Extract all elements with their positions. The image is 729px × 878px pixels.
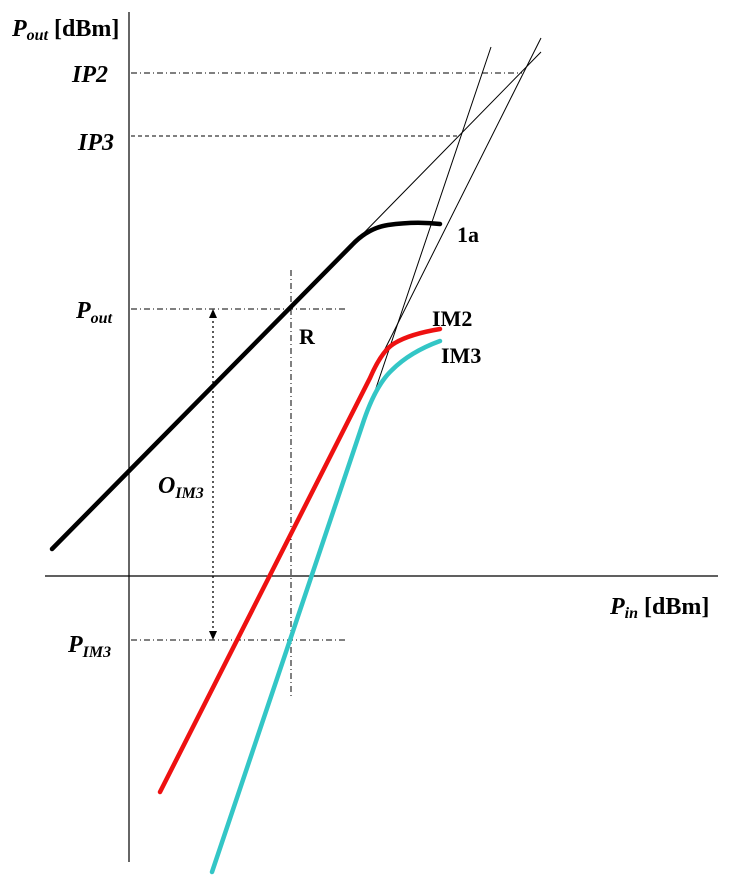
oim3-label-main: O (158, 473, 175, 499)
oim3-label: OIM3 (158, 473, 204, 502)
im2-curve (157, 326, 443, 795)
im2-asymptote (381, 37, 542, 356)
fundamental-curve (49, 220, 443, 552)
x-axis-title-sub: in (625, 605, 638, 622)
y-axis-title: Pout [dBm] (11, 16, 119, 44)
fundamental-label: 1a (457, 222, 479, 247)
fundamental-asymptote (351, 51, 542, 246)
oim3-arrow-head-top (209, 309, 217, 318)
pim3-label-sub: IM3 (82, 644, 111, 661)
oim3-arrow-head-bottom (209, 631, 217, 640)
x-axis-title-unit: [dBm] (638, 594, 709, 620)
ip2-label: IP2 (71, 62, 108, 88)
oim3-label-sub: IM3 (174, 485, 203, 502)
r-point-label: R (299, 324, 316, 349)
pout-label-main: P (75, 298, 91, 324)
y-axis-title-main: P (11, 16, 27, 42)
x-axis-title-main: P (609, 594, 625, 620)
pout-label-sub: out (91, 310, 113, 327)
y-axis-title-sub: out (27, 27, 49, 44)
ip3-label: IP3 (77, 130, 114, 156)
pout-label: Pout (75, 298, 113, 327)
y-axis-title-unit: [dBm] (48, 16, 119, 42)
x-axis-title: Pin [dBm] (609, 594, 709, 622)
im3-curve (209, 338, 443, 875)
im2-label: IM2 (432, 306, 472, 331)
pim3-label-main: P (67, 632, 83, 658)
im3-label: IM3 (441, 343, 481, 368)
pim3-label: PIM3 (67, 632, 111, 661)
